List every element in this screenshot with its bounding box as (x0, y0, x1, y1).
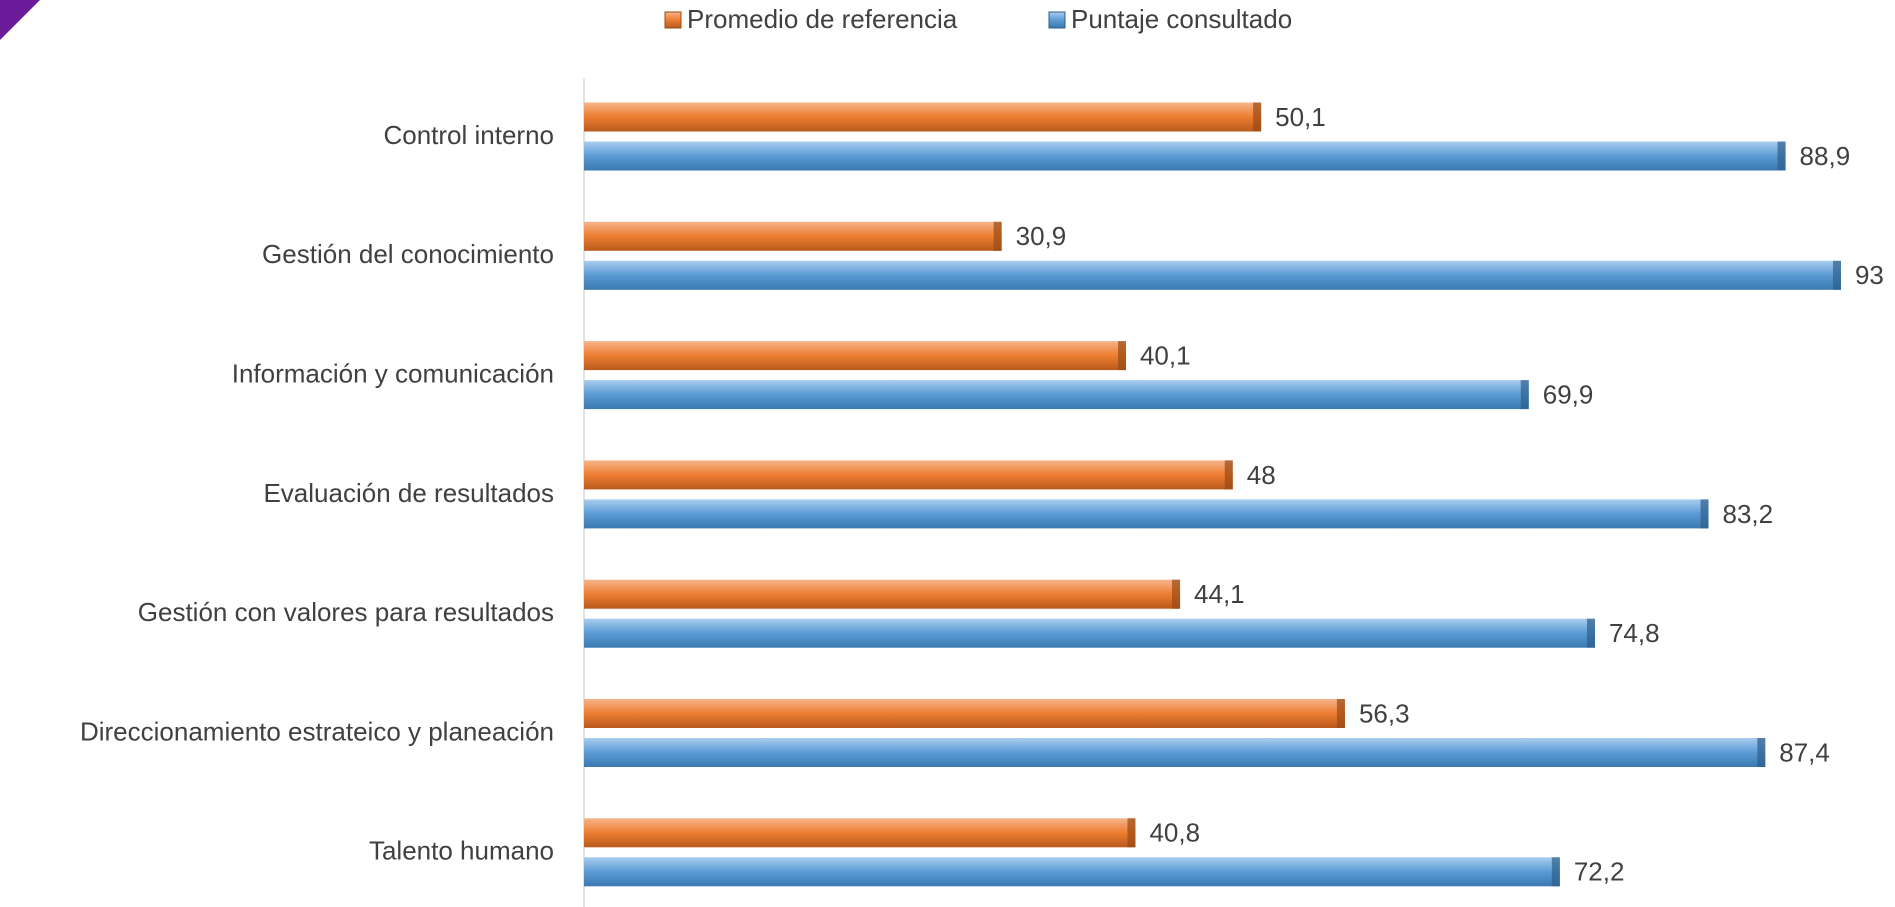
corner-decoration (0, 0, 40, 40)
bar (584, 221, 1002, 251)
legend-label: Puntaje consultado (1071, 4, 1292, 34)
bar-end-cap (1127, 818, 1136, 848)
bar-end-cap (1520, 380, 1529, 410)
value-label: 93 (1855, 260, 1884, 290)
bar (584, 579, 1181, 609)
category-label: Gestión del conocimiento (262, 239, 554, 269)
bar (584, 618, 1595, 648)
bar-end-cap (1832, 260, 1841, 290)
bar (584, 341, 1126, 371)
value-label: 69,9 (1543, 379, 1594, 409)
bar (584, 857, 1560, 887)
bar (584, 380, 1529, 410)
category-label: Evaluación de resultados (263, 478, 554, 508)
bar-end-cap (993, 221, 1002, 251)
value-label: 87,4 (1779, 737, 1830, 767)
bar-end-cap (1700, 499, 1709, 529)
bar (584, 102, 1262, 132)
value-label: 83,2 (1723, 499, 1774, 529)
legend-label: Promedio de referencia (687, 4, 958, 34)
bar (584, 499, 1709, 529)
category-label: Talento humano (369, 836, 554, 866)
bar-end-cap (1757, 738, 1766, 767)
bar-end-cap (1172, 579, 1181, 609)
value-label: 50,1 (1275, 102, 1326, 132)
bar-end-cap (1586, 618, 1595, 648)
bar-end-cap (1224, 460, 1233, 490)
bar (584, 460, 1233, 490)
category-label: Direccionamiento estrateico y planeación (80, 716, 554, 746)
bar (584, 260, 1841, 290)
value-label: 74,8 (1609, 618, 1660, 648)
value-label: 72,2 (1574, 857, 1625, 887)
bar-end-cap (1117, 341, 1126, 371)
value-label: 40,1 (1140, 340, 1191, 370)
value-label: 48 (1247, 460, 1276, 490)
bar-end-cap (1777, 141, 1786, 171)
legend-swatch (1048, 11, 1066, 29)
category-label: Gestión con valores para resultados (138, 597, 554, 627)
value-label: 30,9 (1016, 221, 1067, 251)
legend-swatch (664, 11, 682, 29)
bar (584, 699, 1345, 728)
bar-end-cap (1551, 857, 1560, 887)
bar (584, 818, 1136, 848)
bar (584, 738, 1766, 767)
category-label: Información y comunicación (232, 358, 554, 388)
value-label: 56,3 (1359, 698, 1410, 728)
bar-end-cap (1253, 102, 1262, 132)
value-label: 88,9 (1800, 141, 1851, 171)
bar-end-cap (1336, 699, 1345, 728)
category-label: Control interno (383, 120, 554, 150)
value-label: 40,8 (1149, 818, 1200, 848)
bar (584, 141, 1786, 171)
value-label: 44,1 (1194, 579, 1245, 609)
